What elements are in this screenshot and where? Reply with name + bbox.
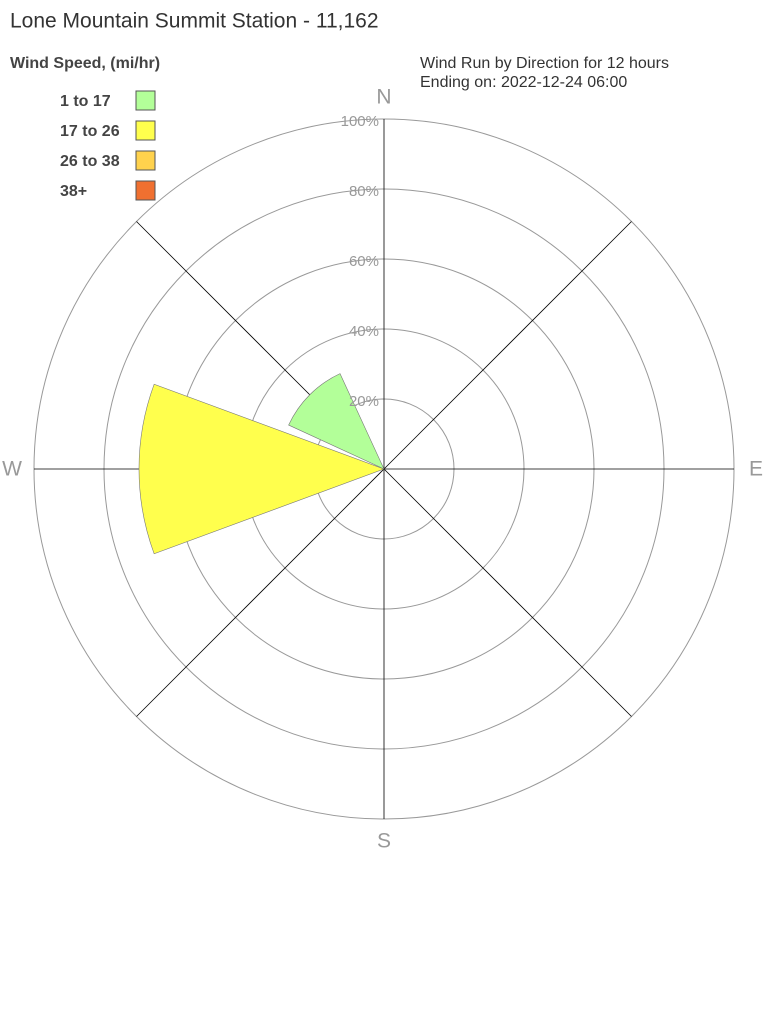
legend-swatch <box>135 120 156 141</box>
direction-label: N <box>376 86 391 109</box>
legend-label: 38+ <box>60 183 87 200</box>
spoke <box>383 221 632 470</box>
direction-label: S <box>377 830 391 853</box>
r-tick-label: 80% <box>349 183 379 200</box>
r-tick-label: 60% <box>349 253 379 270</box>
r-tick-label: 20% <box>349 393 379 410</box>
chart-title: Lone Mountain Summit Station - 11,162 <box>10 10 379 33</box>
wedge <box>138 383 385 555</box>
direction-label: W <box>2 458 22 481</box>
legend-swatch <box>135 90 156 111</box>
subtitle: Wind Run by Direction for 12 hours <box>420 55 669 72</box>
r-tick-label: 100% <box>341 113 379 130</box>
r-tick-label: 40% <box>349 323 379 340</box>
legend-swatch <box>135 180 156 201</box>
wedge <box>288 373 385 470</box>
legend-label: 26 to 38 <box>60 153 120 170</box>
legend-title: Wind Speed, (mi/hr) <box>10 55 160 72</box>
spoke <box>383 468 632 717</box>
legend-label: 1 to 17 <box>60 93 111 110</box>
legend-swatch <box>135 150 156 171</box>
subtitle: Ending on: 2022-12-24 06:00 <box>420 74 627 91</box>
legend-label: 17 to 26 <box>60 123 120 140</box>
direction-label: E <box>749 458 763 481</box>
spoke <box>136 468 385 717</box>
